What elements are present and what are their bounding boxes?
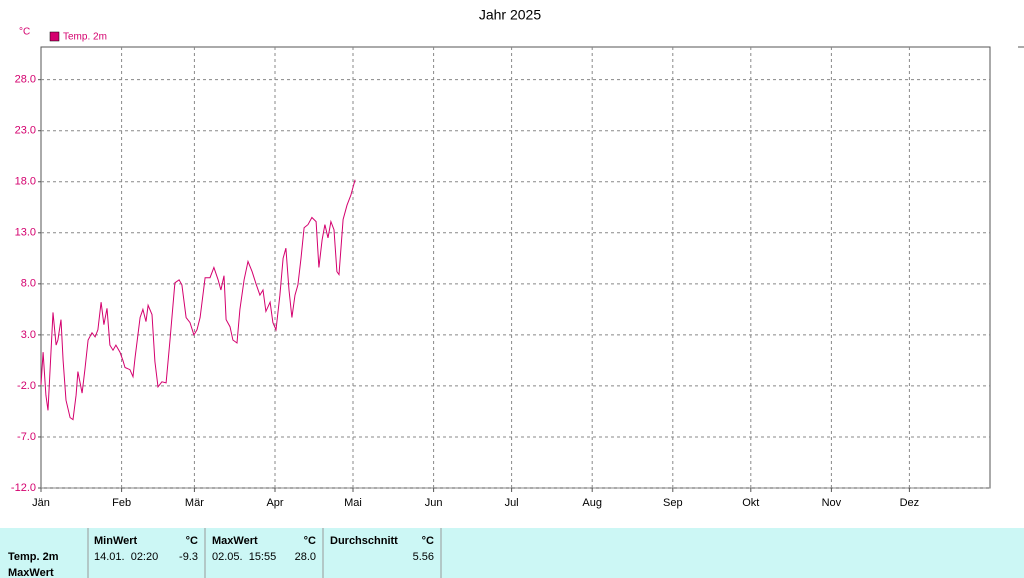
x-tick-label: Sep (663, 497, 683, 509)
col-value: 28.0 (295, 551, 316, 563)
col-unit: °C (186, 535, 198, 547)
x-tick-label: Mär (185, 497, 204, 509)
col-header: MaxWert (212, 535, 258, 547)
x-tick-label: Mai (344, 497, 362, 509)
stats-table: Temp. 2m MaxWert MinWert °C 14.01. 02:20 -9… (0, 528, 1024, 578)
y-unit: °C (19, 27, 30, 38)
legend-label: Temp. 2m (63, 32, 107, 43)
y-tick-label: -2.0 (17, 380, 36, 392)
y-tick-label: 18.0 (15, 176, 36, 188)
col-unit: °C (422, 535, 434, 547)
x-tick-label: Aug (582, 497, 602, 509)
x-tick-label: Dez (900, 497, 920, 509)
x-tick-label: Okt (742, 497, 759, 509)
row-label: Temp. 2m (8, 551, 59, 563)
col-value: 5.56 (413, 551, 434, 563)
col-time: 02.05. 15:55 (212, 551, 276, 563)
x-tick-label: Nov (822, 497, 842, 509)
x-tick-label: Jun (425, 497, 443, 509)
table-bg (0, 528, 1024, 578)
col-header: Durchschnitt (330, 535, 398, 547)
row-label: MaxWert (8, 567, 54, 578)
y-tick-label: 28.0 (15, 74, 36, 86)
x-tick-label: Feb (112, 497, 131, 509)
col-header: MinWert (94, 535, 138, 547)
col-value: -9.3 (179, 551, 198, 563)
x-tick-label: Jul (505, 497, 519, 509)
data-line (40, 179, 356, 421)
y-tick-label: -7.0 (17, 431, 36, 443)
y-tick-label: -12.0 (11, 482, 36, 494)
col-time: 14.01. 02:20 (94, 551, 158, 563)
y-tick-label: 13.0 (15, 227, 36, 239)
col-unit: °C (304, 535, 316, 547)
chart-title: Jahr 2025 (479, 7, 541, 23)
y-tick-label: 8.0 (21, 278, 36, 290)
legend-swatch (49, 31, 60, 42)
y-tick-label: 3.0 (21, 329, 36, 341)
y-tick-label: 23.0 (15, 125, 36, 137)
x-tick-label: Apr (266, 497, 283, 509)
x-tick-label: Jän (32, 497, 50, 509)
